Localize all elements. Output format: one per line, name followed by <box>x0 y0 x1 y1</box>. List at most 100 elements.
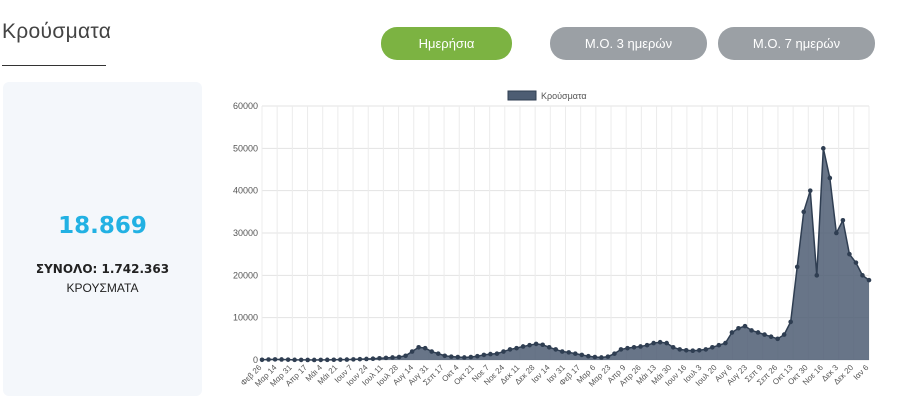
data-point <box>807 188 813 193</box>
data-point <box>599 355 604 360</box>
data-point <box>605 354 611 359</box>
data-point <box>442 353 448 359</box>
data-point <box>481 352 487 358</box>
data-point <box>775 336 780 342</box>
data-point <box>618 347 624 352</box>
data-point <box>475 353 480 359</box>
data-point <box>794 264 800 270</box>
data-point <box>827 175 833 181</box>
data-point <box>749 328 754 333</box>
data-point <box>435 351 441 356</box>
data-point <box>788 319 793 325</box>
data-point <box>331 357 337 363</box>
data-point <box>448 354 454 359</box>
data-point <box>631 345 637 350</box>
data-point <box>755 330 761 335</box>
data-point <box>768 334 774 340</box>
data-point <box>638 344 643 349</box>
data-point <box>514 345 519 351</box>
data-point <box>762 332 767 337</box>
ma7-button[interactable]: Μ.Ο. 7 ημερών <box>718 27 875 60</box>
data-point <box>422 345 428 351</box>
data-point <box>318 357 324 363</box>
ma3-button[interactable]: Μ.Ο. 3 ημερών <box>550 27 707 60</box>
data-point <box>292 357 297 363</box>
daily-button[interactable]: Ημερήσια <box>381 27 512 60</box>
data-point <box>455 354 461 360</box>
data-point <box>364 356 369 362</box>
data-point <box>657 339 663 345</box>
data-point <box>586 353 591 359</box>
data-point <box>488 351 493 357</box>
data-point <box>403 353 408 359</box>
data-point <box>259 357 265 363</box>
data-point <box>612 351 617 356</box>
data-point <box>847 251 852 257</box>
data-point <box>298 357 304 363</box>
data-point <box>520 344 526 349</box>
data-point <box>338 357 343 362</box>
data-point <box>527 342 532 348</box>
total-cases: ΣΥΝΟΛΟ: 1.742.363 <box>35 262 170 276</box>
data-point <box>683 347 689 353</box>
data-point <box>305 357 310 363</box>
data-point <box>494 351 500 356</box>
data-point <box>553 347 559 352</box>
data-point <box>723 340 728 346</box>
stats-card: 18.869 ΣΥΝΟΛΟ: 1.742.363 ΚΡΟΥΣΜΑΤΑ <box>3 82 202 396</box>
data-point <box>533 341 539 347</box>
data-point <box>579 352 585 358</box>
cases-label: ΚΡΟΥΣΜΑΤΑ <box>66 281 139 295</box>
y-tick-label: 10000 <box>233 313 258 323</box>
data-point <box>546 345 552 350</box>
data-point <box>736 325 741 331</box>
data-point <box>429 349 434 354</box>
data-point <box>344 357 350 362</box>
data-point <box>507 347 513 352</box>
data-point <box>357 356 363 362</box>
data-point <box>697 347 702 353</box>
data-point <box>572 351 578 356</box>
legend-swatch <box>507 90 537 101</box>
data-point <box>644 342 650 348</box>
data-point <box>821 146 826 151</box>
data-point <box>781 332 787 337</box>
data-point <box>677 347 683 352</box>
data-point <box>416 345 421 350</box>
data-point <box>468 354 474 360</box>
y-tick-label: 40000 <box>233 186 258 196</box>
y-tick-label: 50000 <box>233 143 258 153</box>
data-point <box>651 340 656 346</box>
data-point <box>266 357 271 362</box>
data-point <box>559 349 565 354</box>
data-point <box>866 277 872 283</box>
data-point <box>664 340 669 346</box>
series-area <box>262 148 869 360</box>
data-point <box>625 345 630 351</box>
y-tick-label: 60000 <box>233 101 258 111</box>
data-point <box>396 354 402 360</box>
data-point <box>710 345 715 350</box>
data-point <box>462 355 467 360</box>
data-point <box>566 350 572 355</box>
data-point <box>370 356 376 362</box>
data-point <box>729 330 735 335</box>
data-point <box>409 349 415 354</box>
daily-cases-value: 18.869 <box>58 213 147 239</box>
data-point <box>853 260 859 265</box>
data-point <box>814 273 820 278</box>
data-point <box>324 357 330 363</box>
data-point <box>703 347 709 352</box>
y-tick-label: 20000 <box>233 270 258 280</box>
data-point <box>351 357 356 362</box>
page-title: Κρούσματα <box>2 20 112 43</box>
y-tick-label: 0 <box>253 355 258 365</box>
y-tick-label: 30000 <box>233 228 258 238</box>
title-underline <box>2 65 106 66</box>
data-point <box>840 218 846 223</box>
data-point <box>834 230 839 236</box>
data-point <box>742 323 748 329</box>
data-point <box>540 342 545 348</box>
data-point <box>716 342 722 348</box>
data-point <box>383 355 389 361</box>
